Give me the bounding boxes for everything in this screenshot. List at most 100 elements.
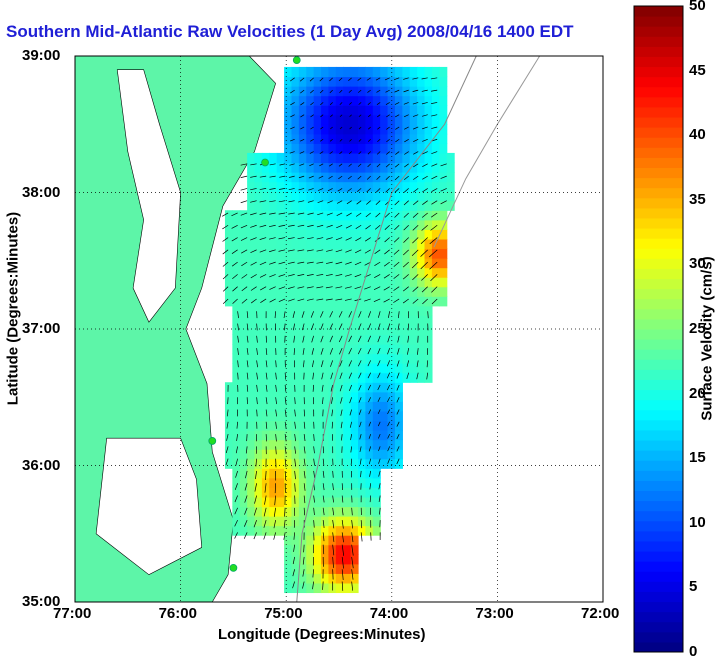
velocity-cell — [314, 506, 322, 516]
velocity-cell — [425, 239, 433, 249]
velocity-cell — [395, 172, 403, 182]
velocity-cell — [358, 105, 366, 115]
velocity-cell — [232, 248, 240, 258]
velocity-cell — [402, 134, 410, 144]
velocity-cell — [343, 220, 351, 230]
velocity-cell — [410, 96, 418, 106]
velocity-cell — [351, 535, 359, 545]
colorbar-segment — [634, 591, 683, 602]
velocity-cell — [299, 373, 307, 383]
velocity-cell — [314, 182, 322, 192]
velocity-cell — [321, 459, 329, 469]
velocity-cell — [277, 373, 285, 383]
velocity-cell — [328, 392, 336, 402]
velocity-cell — [240, 392, 248, 402]
velocity-cell — [240, 401, 248, 411]
velocity-cell — [306, 134, 314, 144]
velocity-cell — [314, 564, 322, 574]
velocity-cell — [380, 162, 388, 172]
velocity-cell — [432, 153, 440, 163]
velocity-cell — [351, 440, 359, 450]
velocity-cell — [358, 468, 366, 478]
velocity-cell — [395, 277, 403, 287]
velocity-cell — [291, 487, 299, 497]
velocity-cell — [425, 334, 433, 344]
velocity-cell — [284, 220, 292, 230]
velocity-cell — [328, 134, 336, 144]
velocity-cell — [365, 134, 373, 144]
velocity-cell — [291, 182, 299, 192]
velocity-cell — [365, 506, 373, 516]
velocity-cell — [291, 535, 299, 545]
velocity-cell — [417, 363, 425, 373]
velocity-cell — [299, 449, 307, 459]
velocity-cell — [328, 67, 336, 77]
velocity-cell — [306, 526, 314, 536]
velocity-cell — [291, 545, 299, 555]
velocity-cell — [306, 306, 314, 316]
velocity-cell — [328, 220, 336, 230]
velocity-cell — [358, 210, 366, 220]
velocity-cell — [395, 124, 403, 134]
velocity-cell — [247, 306, 255, 316]
velocity-cell — [365, 76, 373, 86]
colorbar-segment — [634, 137, 683, 148]
velocity-cell — [402, 162, 410, 172]
velocity-cell — [410, 182, 418, 192]
velocity-cell — [321, 172, 329, 182]
velocity-cell — [380, 182, 388, 192]
velocity-cell — [306, 440, 314, 450]
velocity-cell — [425, 296, 433, 306]
velocity-cell — [432, 268, 440, 278]
velocity-cell — [240, 296, 248, 306]
velocity-cell — [343, 497, 351, 507]
velocity-cell — [314, 124, 322, 134]
y-tick-label: 38:00 — [22, 184, 60, 201]
velocity-cell — [284, 583, 292, 593]
velocity-cell — [351, 354, 359, 364]
velocity-cell — [417, 96, 425, 106]
colorbar-segment — [634, 147, 683, 158]
colorbar-segment — [634, 26, 683, 37]
velocity-cell — [402, 248, 410, 258]
velocity-cell — [373, 325, 381, 335]
velocity-cell — [247, 382, 255, 392]
velocity-cell — [336, 287, 344, 297]
velocity-cell — [425, 306, 433, 316]
velocity-cell — [343, 162, 351, 172]
velocity-cell — [262, 277, 270, 287]
velocity-cell — [395, 296, 403, 306]
velocity-cell — [358, 478, 366, 488]
velocity-cell — [358, 354, 366, 364]
velocity-cell — [232, 354, 240, 364]
velocity-cell — [314, 344, 322, 354]
velocity-cell — [343, 545, 351, 555]
velocity-cell — [299, 76, 307, 86]
velocity-cell — [380, 76, 388, 86]
velocity-cell — [247, 506, 255, 516]
velocity-cell — [277, 201, 285, 211]
velocity-cell — [306, 430, 314, 440]
velocity-cell — [395, 153, 403, 163]
velocity-cell — [373, 382, 381, 392]
velocity-cell — [240, 487, 248, 497]
velocity-cell — [299, 134, 307, 144]
colorbar-segment — [634, 521, 683, 532]
velocity-cell — [277, 506, 285, 516]
velocity-cell — [277, 478, 285, 488]
velocity-cell — [299, 478, 307, 488]
velocity-cell — [321, 564, 329, 574]
velocity-cell — [336, 449, 344, 459]
velocity-cell — [351, 325, 359, 335]
velocity-cell — [365, 487, 373, 497]
velocity-cell — [306, 392, 314, 402]
velocity-cell — [299, 382, 307, 392]
colorbar-segment — [634, 531, 683, 542]
velocity-cell — [314, 96, 322, 106]
velocity-cell — [439, 287, 447, 297]
velocity-cell — [269, 220, 277, 230]
velocity-cell — [417, 210, 425, 220]
velocity-cell — [380, 306, 388, 316]
velocity-cell — [425, 315, 433, 325]
velocity-cell — [314, 201, 322, 211]
